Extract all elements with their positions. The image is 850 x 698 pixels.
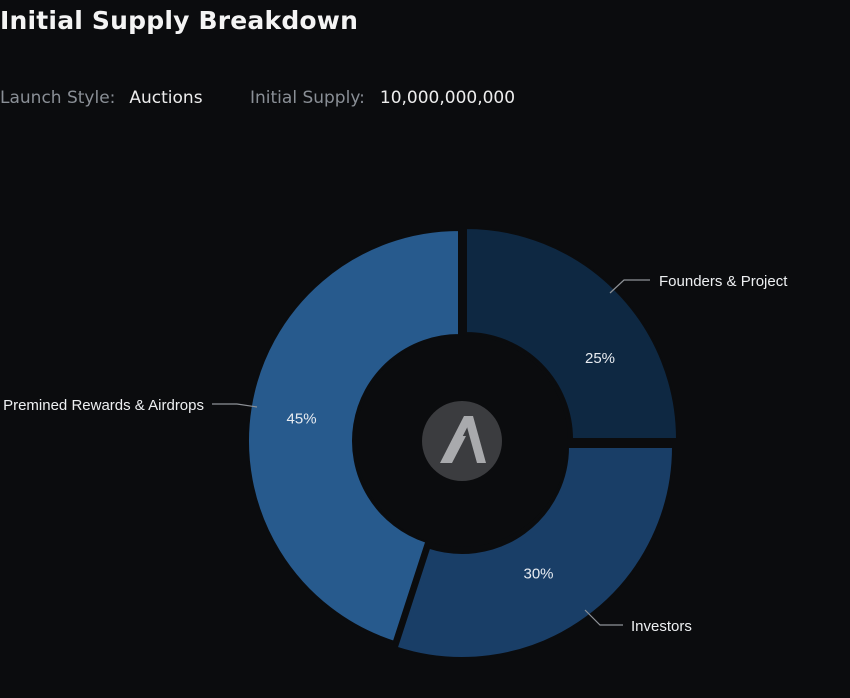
category-label: Premined Rewards & Airdrops [3, 397, 204, 414]
initial-supply-value: 10,000,000,000 [379, 88, 516, 108]
slice-founders-project [465, 226, 679, 440]
slice-premined-rewards-airdrops [247, 228, 460, 643]
launch-style-info: Launch Style: Auctions [0, 88, 203, 108]
slice-investors [395, 446, 675, 659]
percent-label: 25% [585, 350, 615, 367]
category-label: Founders & Project [659, 273, 788, 290]
algorand-logo-icon [422, 401, 502, 481]
logo-stroke-inner [444, 436, 466, 463]
launch-style-label: Launch Style: [0, 88, 116, 108]
chart-labels: 25% Founders & Project 30% Investors 45% Prem… [3, 273, 788, 635]
leader-line [584, 609, 623, 626]
percent-label: 30% [523, 566, 553, 583]
initial-supply-info: Initial Supply: 10,000,000,000 [250, 88, 515, 108]
chart-title: Initial Supply Breakdown [0, 6, 359, 35]
leader-line [609, 279, 650, 294]
logo-stroke-right [464, 416, 486, 463]
percent-label: 45% [287, 410, 317, 427]
initial-supply-label: Initial Supply: [250, 88, 365, 108]
category-label: Investors [631, 618, 692, 635]
launch-style-value: Auctions [129, 88, 203, 108]
leader-line [212, 403, 258, 408]
donut-slices [247, 226, 679, 659]
leader-lines [212, 279, 650, 626]
